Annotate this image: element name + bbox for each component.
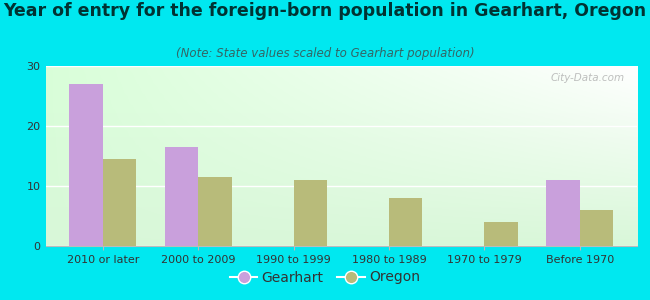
Bar xyxy=(70,84,103,246)
Bar xyxy=(294,180,327,246)
Text: Year of entry for the foreign-born population in Gearhart, Oregon: Year of entry for the foreign-born popul… xyxy=(3,2,647,20)
Bar xyxy=(547,180,580,246)
Text: (Note: State values scaled to Gearhart population): (Note: State values scaled to Gearhart p… xyxy=(176,46,474,59)
Bar xyxy=(389,198,422,246)
Bar xyxy=(103,159,136,246)
Bar xyxy=(198,177,231,246)
Bar xyxy=(484,222,518,246)
Bar xyxy=(164,147,198,246)
Bar xyxy=(580,210,613,246)
Legend: Gearhart, Oregon: Gearhart, Oregon xyxy=(224,265,426,290)
Text: City-Data.com: City-Data.com xyxy=(551,73,625,83)
